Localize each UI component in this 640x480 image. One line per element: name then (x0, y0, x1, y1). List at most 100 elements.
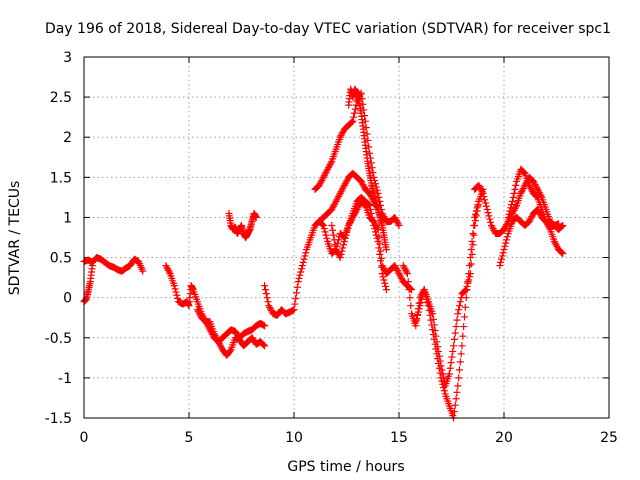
data-point (298, 262, 306, 270)
data-point (467, 246, 475, 254)
data-point (413, 311, 421, 319)
data-point (293, 283, 301, 291)
data-point (406, 284, 414, 292)
data-series (345, 85, 390, 254)
data-series (504, 165, 563, 229)
data-point (366, 201, 374, 209)
data-point (382, 282, 390, 290)
data-point (509, 193, 517, 201)
data-point (401, 265, 409, 273)
data-point (352, 101, 360, 109)
data-point (525, 217, 533, 225)
data-point (290, 306, 298, 314)
data-point (328, 221, 336, 229)
data-point (300, 255, 308, 263)
data-point (453, 388, 461, 396)
data-point (559, 221, 567, 229)
data-point (333, 196, 341, 204)
data-point (534, 187, 542, 195)
data-point (366, 189, 374, 197)
data-point (332, 246, 340, 254)
data-point (526, 216, 534, 224)
data-point (403, 268, 411, 276)
data-point (204, 323, 212, 331)
data-point (203, 319, 211, 327)
data-point (511, 205, 519, 213)
data-point (261, 322, 269, 330)
y-tick-label: 3 (63, 50, 72, 66)
data-point (295, 274, 303, 282)
data-point (424, 302, 432, 310)
data-point (518, 188, 526, 196)
data-point (438, 377, 446, 385)
data-point (170, 282, 178, 290)
data-point (378, 262, 386, 270)
data-point (503, 236, 511, 244)
data-point (207, 327, 215, 335)
data-point (456, 298, 464, 306)
x-tick-label: 0 (80, 430, 89, 446)
data-point (454, 310, 462, 318)
data-point (342, 231, 350, 239)
data-point (497, 255, 505, 263)
data-point (357, 177, 365, 185)
data-point (162, 262, 170, 270)
data-point (377, 257, 385, 265)
data-point (344, 225, 352, 233)
data-series (162, 262, 269, 359)
data-point (338, 130, 346, 138)
data-point (448, 353, 456, 361)
data-point (415, 305, 423, 313)
data-point (404, 278, 412, 286)
data-point (509, 208, 517, 216)
data-point (373, 204, 381, 212)
data-point (320, 225, 328, 233)
data-point (552, 241, 560, 249)
data-point (374, 238, 382, 246)
data-point (550, 238, 558, 246)
data-point (335, 193, 343, 201)
data-point (405, 286, 413, 294)
chart-title: Day 196 of 2018, Sidereal Day-to-day VTE… (45, 21, 611, 37)
data-point (486, 215, 494, 223)
grid-lines (84, 57, 609, 418)
data-point (329, 226, 337, 234)
data-point (324, 165, 332, 173)
data-point (339, 244, 347, 252)
data-point (470, 221, 478, 229)
data-point (377, 263, 385, 271)
data-point (393, 266, 401, 274)
data-series (328, 193, 390, 294)
data-point (226, 347, 234, 355)
data-point (379, 273, 387, 281)
data-point (341, 234, 349, 242)
data-point (171, 285, 179, 293)
data-point (417, 298, 425, 306)
data-point (349, 117, 357, 125)
data-point (365, 143, 373, 151)
data-point (337, 132, 345, 140)
data-point (500, 225, 508, 233)
data-point (476, 185, 484, 193)
plot-frame (83, 56, 610, 419)
data-point (395, 221, 403, 229)
data-point (466, 273, 474, 281)
data-point (302, 249, 310, 257)
data-point (528, 213, 536, 221)
data-point (205, 324, 213, 332)
data-point (362, 124, 370, 132)
x-tick-label: 5 (185, 430, 194, 446)
data-point (364, 200, 372, 208)
data-point (510, 189, 518, 197)
y-axis-label: SDTVAR / TECUs (7, 181, 23, 296)
data-point (340, 181, 348, 189)
data-point (267, 307, 275, 315)
data-point (380, 276, 388, 284)
data-point (437, 374, 445, 382)
data-point (252, 213, 260, 221)
data-point (378, 270, 386, 278)
data-point (462, 294, 470, 302)
data-point (477, 186, 485, 194)
data-point (351, 105, 359, 113)
data-point (370, 173, 378, 181)
